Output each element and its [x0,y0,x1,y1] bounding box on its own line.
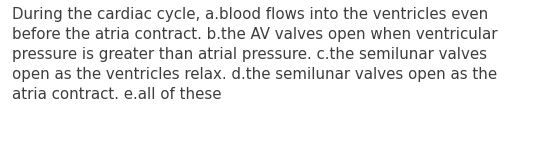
Text: During the cardiac cycle, a.blood flows into the ventricles even
before the atri: During the cardiac cycle, a.blood flows … [12,7,498,102]
